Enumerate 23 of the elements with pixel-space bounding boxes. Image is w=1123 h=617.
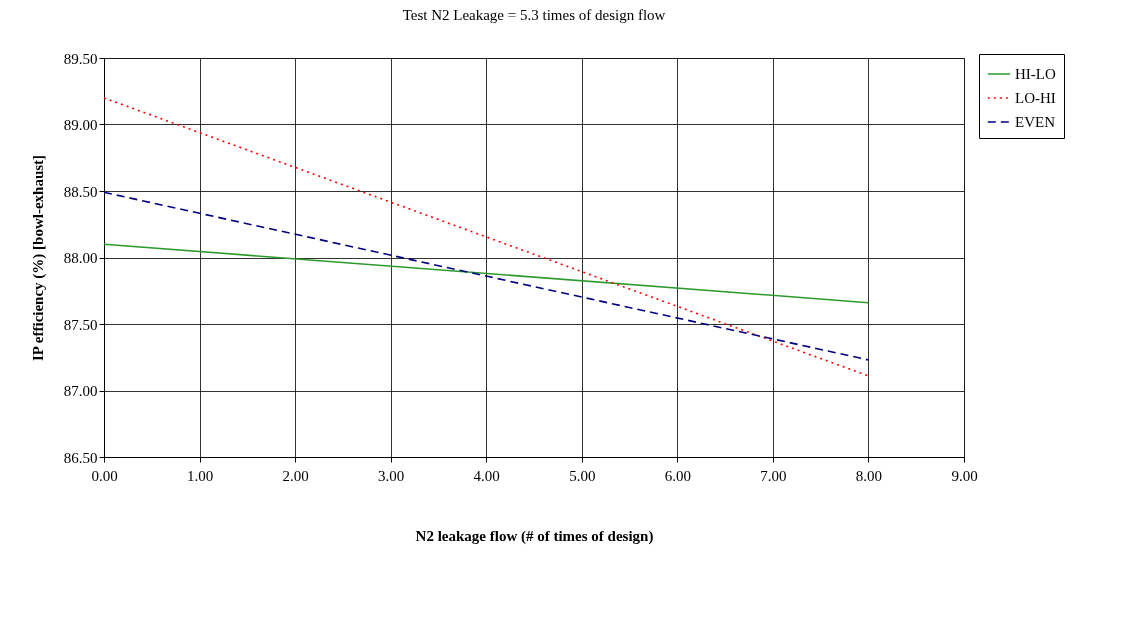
x-tick-label: 5.00	[569, 467, 596, 484]
x-tick-label: 9.00	[951, 467, 978, 484]
y-tick-label: 89.50	[63, 50, 98, 67]
x-tick-label: 6.00	[664, 467, 691, 484]
y-tick-label: 88.50	[63, 183, 98, 200]
y-tick-label: 87.00	[63, 383, 98, 399]
x-tick-label: 3.00	[378, 467, 405, 484]
y-axis-title: IP efficiency (%) [bowl-exhaust]	[29, 154, 47, 362]
y-tick-label: 87.50	[63, 316, 98, 333]
x-tick-label: 4.00	[473, 467, 500, 484]
x-tick-label: 2.00	[282, 467, 309, 484]
legend-label: HI-LO	[1015, 66, 1056, 82]
y-tick-label: 88.00	[63, 250, 98, 266]
x-tick-label: 0.00	[91, 467, 118, 484]
legend-label: LO-HI	[1015, 90, 1056, 106]
x-tick-label: 1.00	[186, 467, 214, 484]
x-axis-title: N2 leakage flow (# of times of design)	[415, 527, 654, 545]
legend-label: EVEN	[1015, 114, 1056, 130]
y-tick-label: 86.50	[63, 449, 98, 466]
y-tick-label: 89.00	[63, 117, 98, 133]
chart-title: Test N2 Leakage = 5.3 times of design flow	[402, 7, 666, 23]
x-tick-label: 8.00	[855, 467, 883, 484]
x-tick-label: 7.00	[760, 467, 787, 484]
